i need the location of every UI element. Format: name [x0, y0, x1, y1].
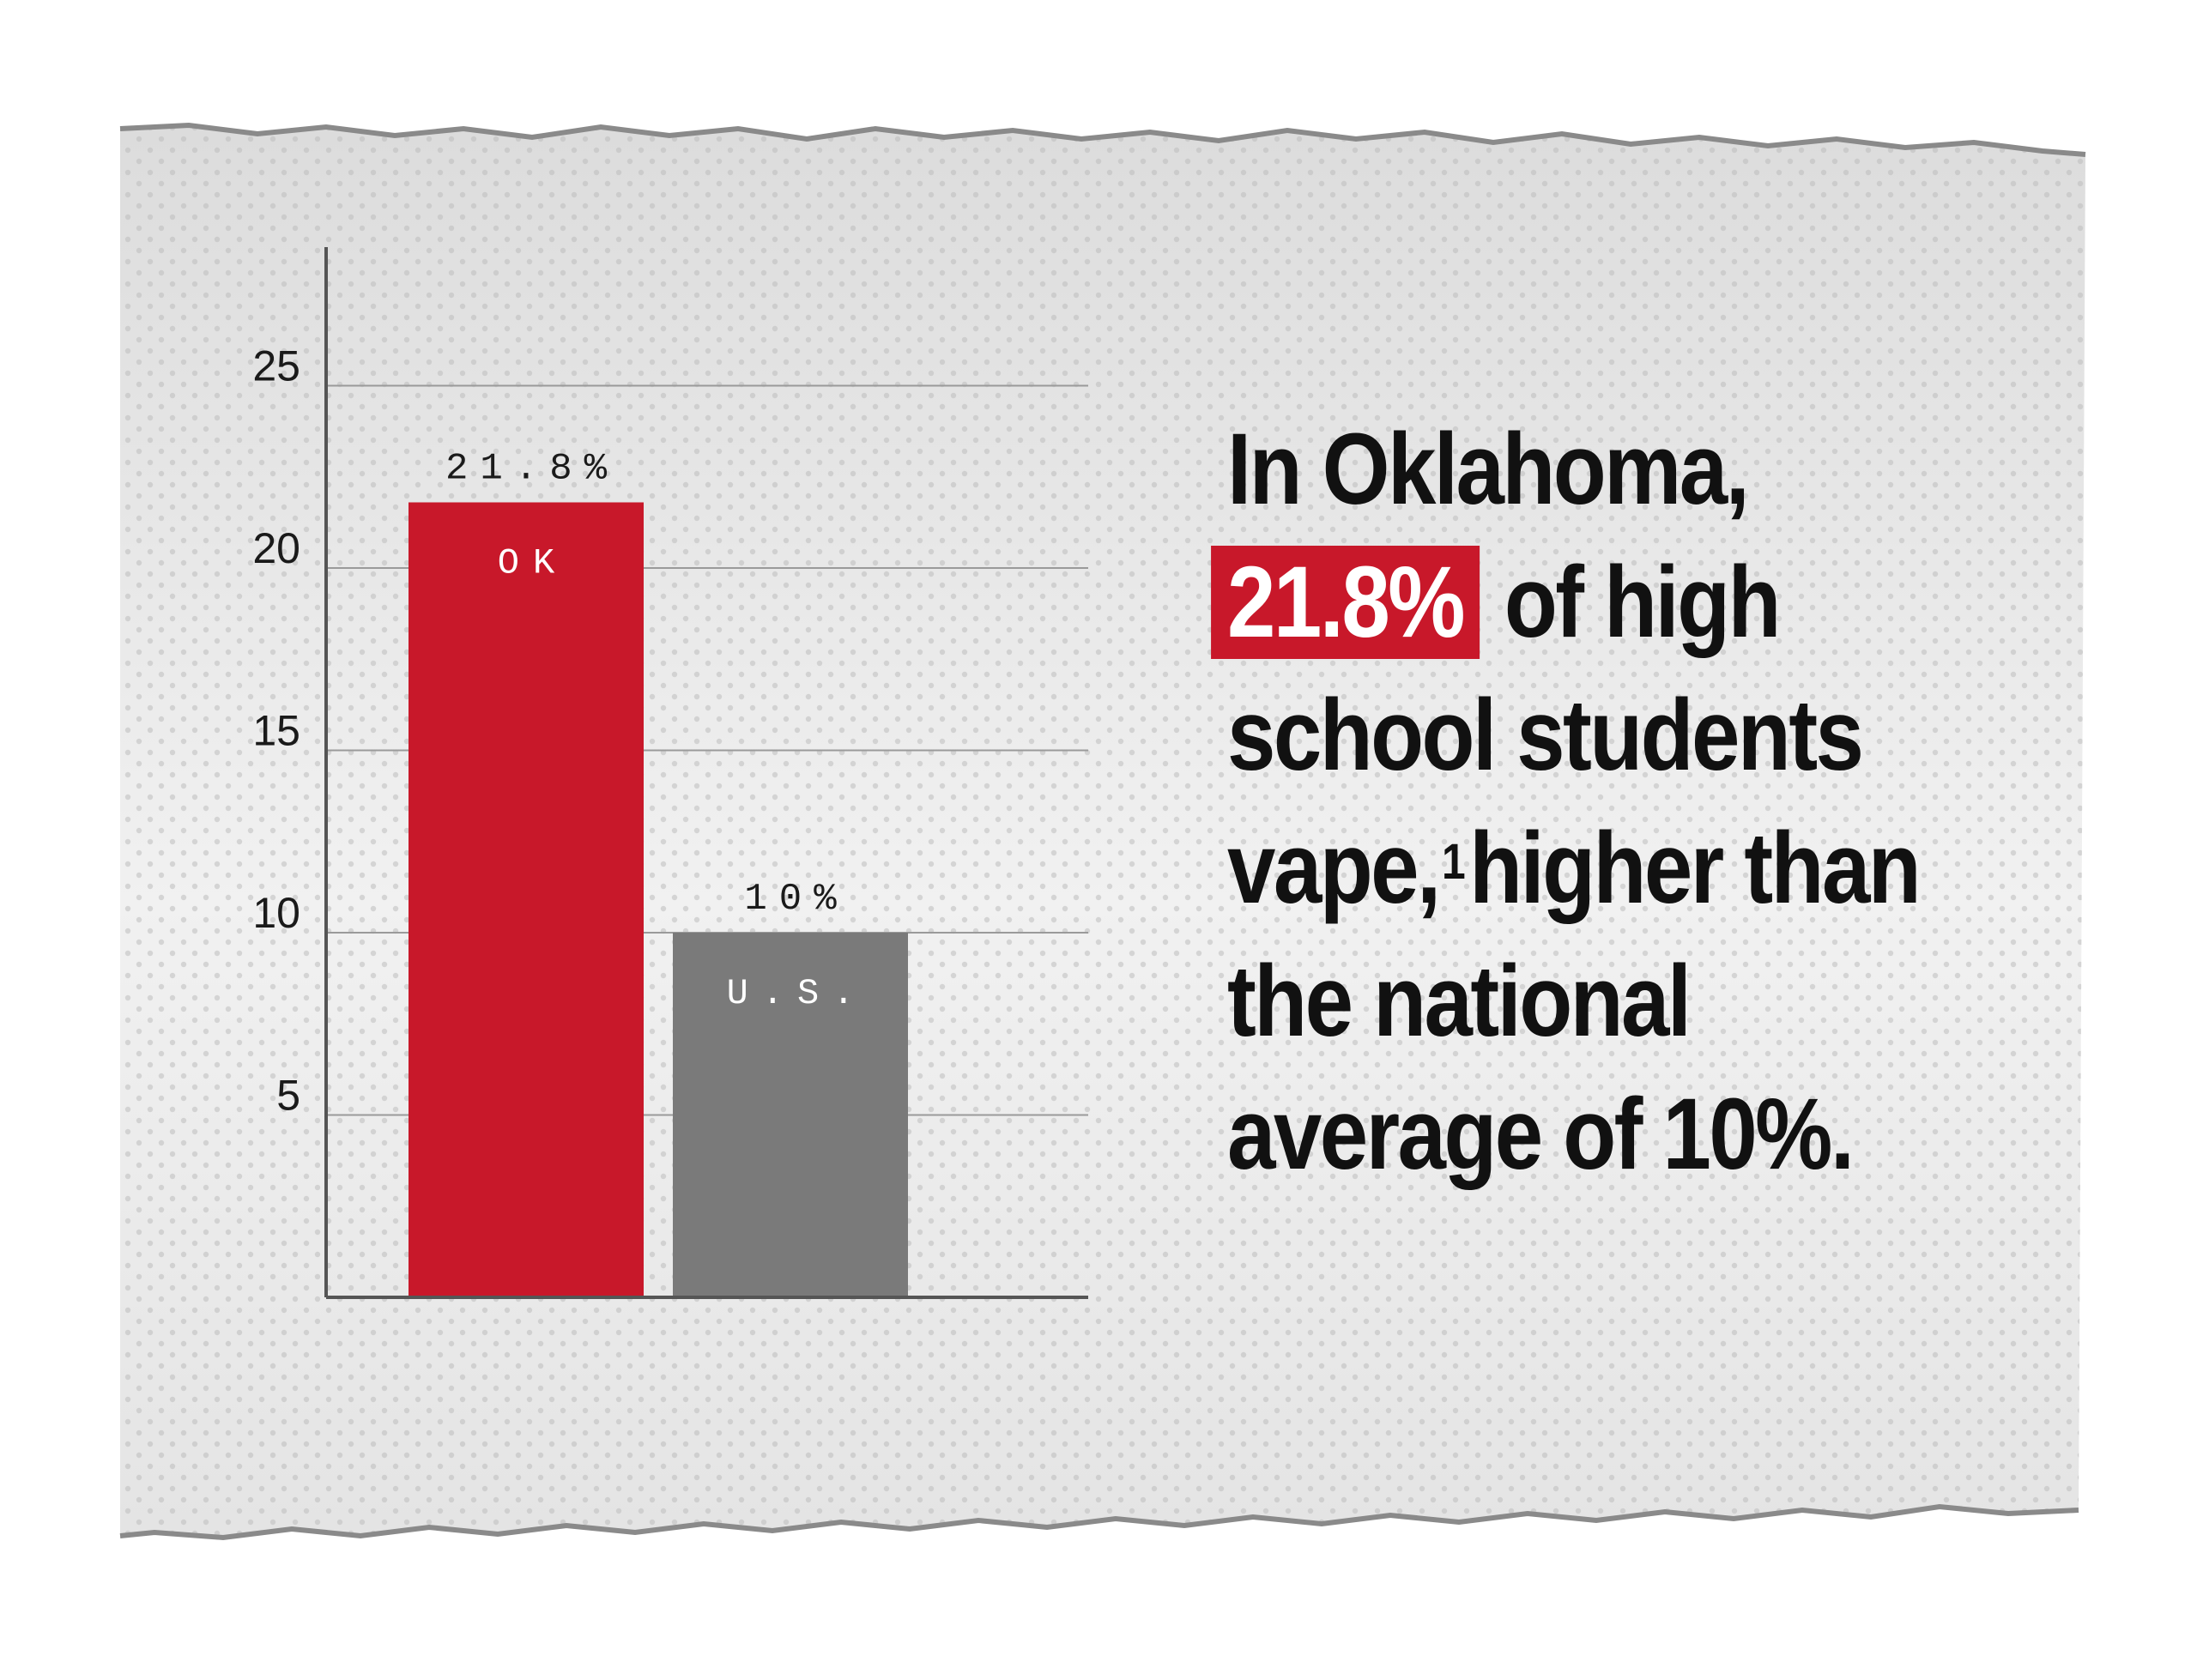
- category-label-us: U.S.: [727, 973, 869, 1014]
- y-tick-label-15: 15: [252, 707, 300, 755]
- category-label-ok: OK: [498, 543, 568, 584]
- headline-after-highlight: of high school students vape,: [1227, 546, 1864, 925]
- footnote-ref: 1: [1442, 834, 1466, 890]
- y-tick-label-10: 10: [252, 889, 300, 937]
- labels: 5 10 15 20 25 21.8% OK 10% U.S.: [252, 342, 869, 1120]
- headline-after-footnote: higher than the national average of 10%.: [1227, 812, 1922, 1191]
- bar-ok: [409, 502, 644, 1297]
- axes: [324, 247, 1088, 1299]
- torn-edge-bottom: [119, 1503, 2079, 1541]
- y-tick-label-25: 25: [252, 342, 300, 390]
- bars: [409, 502, 908, 1297]
- headline-text: In Oklahoma, 21.8% of high school student…: [1211, 403, 2010, 1201]
- bar-us: [673, 933, 908, 1297]
- headline-line1: In Oklahoma,: [1227, 413, 1750, 526]
- y-tick-label-20: 20: [252, 524, 300, 572]
- headline-highlight: 21.8%: [1211, 546, 1480, 659]
- data-label-us: 10%: [744, 878, 848, 921]
- data-label-ok: 21.8%: [445, 448, 619, 491]
- torn-edge-top: [119, 122, 2086, 157]
- y-tick-label-5: 5: [276, 1072, 300, 1120]
